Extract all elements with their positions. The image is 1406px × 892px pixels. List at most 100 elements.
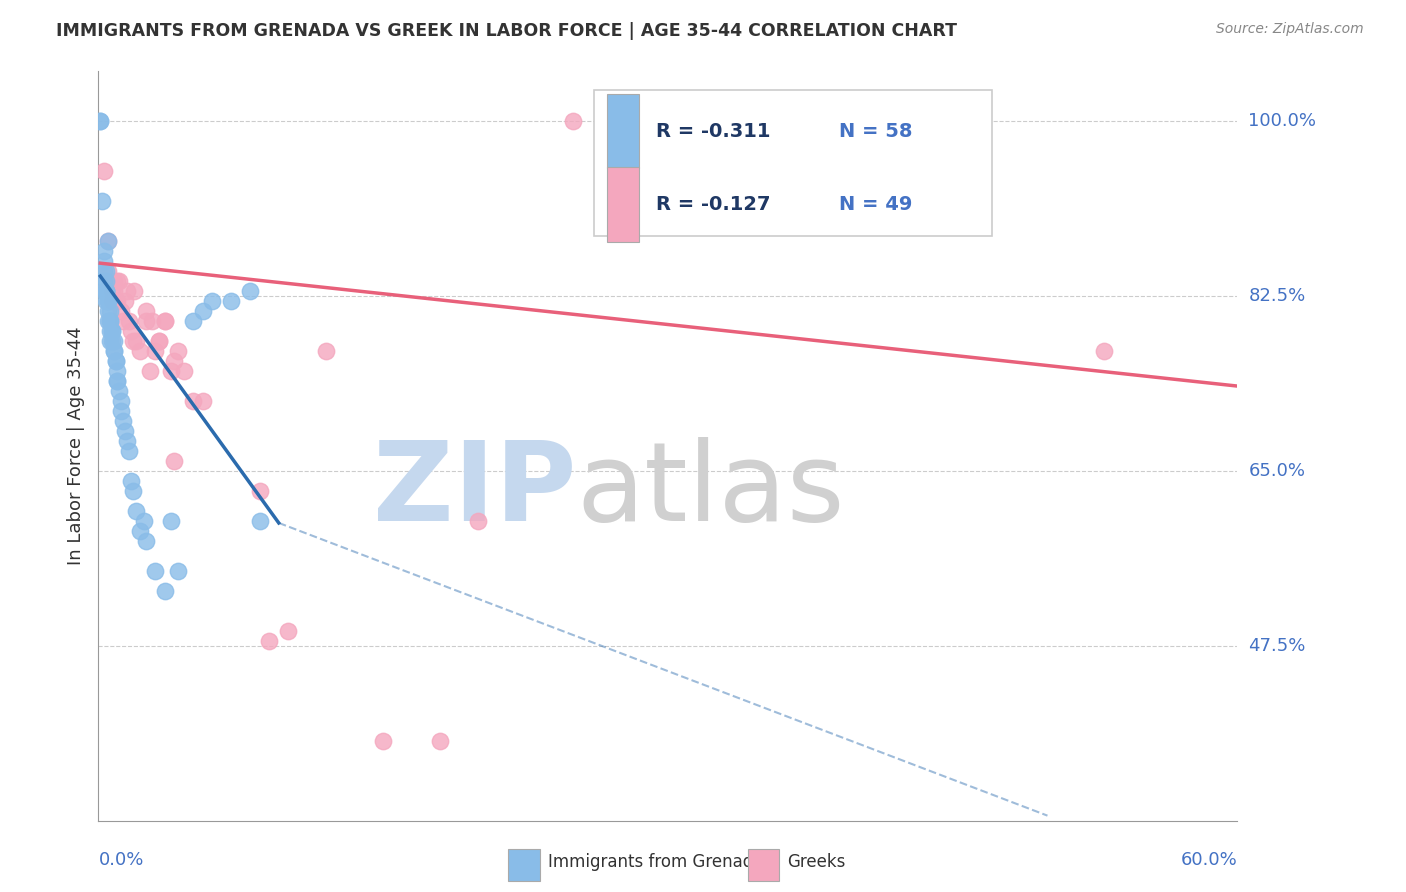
Text: N = 49: N = 49 xyxy=(839,194,912,213)
Point xyxy=(108,384,131,398)
Point xyxy=(148,334,170,348)
Point xyxy=(173,364,195,378)
Point xyxy=(110,304,132,318)
Point xyxy=(191,304,214,318)
Point xyxy=(657,114,679,128)
Text: Source: ZipAtlas.com: Source: ZipAtlas.com xyxy=(1216,22,1364,37)
Point xyxy=(129,524,152,538)
FancyBboxPatch shape xyxy=(607,167,640,242)
Point xyxy=(118,314,141,328)
Point xyxy=(107,374,129,388)
Point xyxy=(93,274,115,288)
Text: Immigrants from Grenada: Immigrants from Grenada xyxy=(548,853,763,871)
Point xyxy=(89,114,111,128)
Point xyxy=(104,354,127,368)
Point xyxy=(115,284,138,298)
Point xyxy=(93,264,115,278)
Point xyxy=(148,334,170,348)
Point xyxy=(112,314,135,328)
Y-axis label: In Labor Force | Age 35-44: In Labor Force | Age 35-44 xyxy=(66,326,84,566)
Point xyxy=(97,294,120,309)
Point xyxy=(107,374,129,388)
Point xyxy=(429,733,451,747)
Point xyxy=(167,344,190,359)
Point xyxy=(100,284,122,298)
Point xyxy=(135,533,157,548)
Point xyxy=(91,194,114,209)
Text: 82.5%: 82.5% xyxy=(1249,287,1306,305)
Point xyxy=(135,304,157,318)
Point xyxy=(371,733,394,747)
Point xyxy=(103,344,125,359)
Text: Greeks: Greeks xyxy=(787,853,846,871)
Point xyxy=(135,314,157,328)
Point xyxy=(97,294,120,309)
Point xyxy=(98,314,121,328)
Point xyxy=(315,344,337,359)
Point xyxy=(112,414,135,428)
Point xyxy=(562,114,585,128)
Point xyxy=(120,324,142,338)
Point xyxy=(103,284,125,298)
Text: 65.0%: 65.0% xyxy=(1249,462,1305,480)
FancyBboxPatch shape xyxy=(593,90,993,236)
Point xyxy=(159,364,181,378)
Point xyxy=(114,294,136,309)
Point xyxy=(93,284,115,298)
Point xyxy=(108,274,131,288)
Point xyxy=(100,334,122,348)
Point xyxy=(1094,344,1116,359)
Point xyxy=(138,364,160,378)
Point xyxy=(183,314,205,328)
Point xyxy=(107,364,129,378)
Point xyxy=(201,294,224,309)
Point xyxy=(103,274,125,288)
FancyBboxPatch shape xyxy=(509,849,540,880)
Point xyxy=(94,264,117,278)
Text: 100.0%: 100.0% xyxy=(1249,112,1316,130)
Point xyxy=(94,284,117,298)
Point xyxy=(153,314,176,328)
Text: R = -0.311: R = -0.311 xyxy=(657,121,770,141)
Point xyxy=(107,294,129,309)
Point xyxy=(121,334,143,348)
Point xyxy=(89,114,111,128)
Point xyxy=(94,284,117,298)
Point xyxy=(98,314,121,328)
Text: R = -0.127: R = -0.127 xyxy=(657,194,770,213)
Point xyxy=(98,324,121,338)
Point xyxy=(100,324,122,338)
Point xyxy=(163,354,186,368)
Point xyxy=(93,164,115,178)
Point xyxy=(104,354,127,368)
Point xyxy=(942,114,965,128)
Point xyxy=(98,334,121,348)
Point xyxy=(153,314,176,328)
Text: N = 58: N = 58 xyxy=(839,121,912,141)
Point xyxy=(129,344,152,359)
Point xyxy=(100,324,122,338)
Text: IMMIGRANTS FROM GRENADA VS GREEK IN LABOR FORCE | AGE 35-44 CORRELATION CHART: IMMIGRANTS FROM GRENADA VS GREEK IN LABO… xyxy=(56,22,957,40)
Point xyxy=(121,483,143,498)
Point xyxy=(98,304,121,318)
Point xyxy=(191,394,214,409)
Point xyxy=(107,274,129,288)
Point xyxy=(97,314,120,328)
Point xyxy=(104,294,127,309)
Point xyxy=(277,624,299,638)
Point xyxy=(124,284,146,298)
Point xyxy=(93,254,115,268)
Point xyxy=(163,454,186,468)
Point xyxy=(125,504,148,518)
Text: ZIP: ZIP xyxy=(374,437,576,544)
Point xyxy=(97,264,120,278)
Point xyxy=(249,483,271,498)
FancyBboxPatch shape xyxy=(607,94,640,169)
Point xyxy=(103,344,125,359)
Text: atlas: atlas xyxy=(576,437,845,544)
Point xyxy=(120,474,142,488)
Point xyxy=(259,633,281,648)
Point xyxy=(118,444,141,458)
Point xyxy=(141,314,163,328)
Point xyxy=(159,514,181,528)
